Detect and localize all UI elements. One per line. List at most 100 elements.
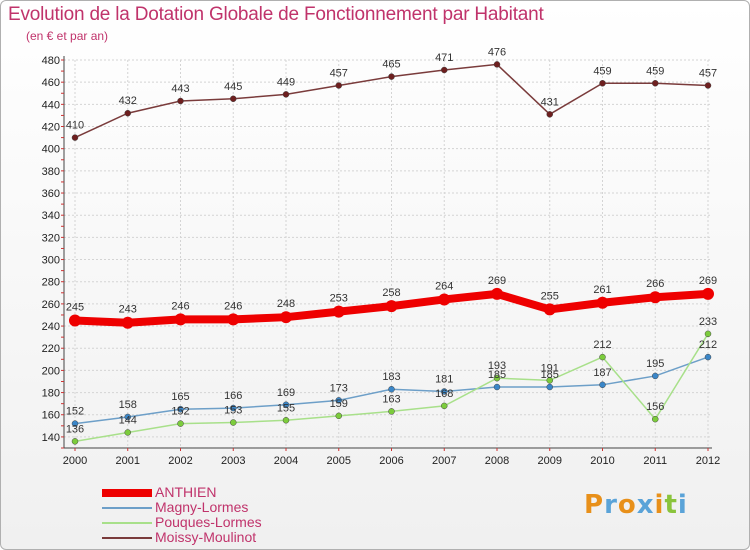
logo-letter: P: [584, 490, 605, 520]
x-tick-label: 2010: [590, 455, 614, 467]
legend-swatch: [102, 506, 152, 509]
data-point-pouques-lormes: [335, 412, 342, 420]
data-point-moissy-moulinot: [493, 61, 501, 68]
data-point-anthien: [174, 313, 187, 326]
x-tick-label: 2012: [696, 455, 720, 467]
data-label-moissy-moulinot: 449: [277, 76, 295, 88]
data-point-pouques-lormes: [230, 419, 237, 426]
data-point-magny-lormes: [71, 420, 79, 427]
data-point-magny-lormes: [493, 383, 501, 391]
legend-label: ANTHIEN: [155, 484, 217, 500]
data-label-pouques-lormes: 233: [699, 316, 717, 328]
y-tick-label: 360: [42, 188, 60, 200]
proxiti-logo: Proxiti: [584, 490, 688, 520]
data-point-pouques-lormes: [388, 408, 395, 415]
data-label-pouques-lormes: 159: [330, 398, 348, 410]
data-label-moissy-moulinot: 431: [541, 96, 559, 108]
data-point-moissy-moulinot: [388, 73, 395, 80]
data-label-moissy-moulinot: 443: [171, 83, 189, 95]
data-point-moissy-moulinot: [335, 82, 342, 89]
logo-letter: i: [677, 490, 688, 520]
data-point-anthien: [385, 300, 398, 313]
data-label-magny-lormes: 166: [224, 390, 242, 402]
data-point-magny-lormes: [599, 381, 606, 389]
data-label-pouques-lormes: 191: [541, 362, 559, 374]
data-label-magny-lormes: 195: [646, 358, 664, 370]
data-label-magny-lormes: 185: [541, 369, 559, 381]
data-label-pouques-lormes: 156: [646, 401, 664, 413]
y-tick-label: 180: [42, 388, 60, 400]
data-label-anthien: 253: [330, 293, 348, 305]
data-point-magny-lormes: [704, 353, 712, 361]
legend-item-magny-lormes: Magny-Lormes: [102, 500, 262, 515]
data-point-pouques-lormes: [704, 330, 712, 338]
data-point-anthien: [121, 316, 134, 329]
data-point-moissy-moulinot: [177, 97, 184, 105]
data-label-magny-lormes: 187: [593, 367, 611, 379]
y-tick-label: 200: [42, 365, 60, 377]
data-point-pouques-lormes: [546, 377, 553, 384]
data-label-moissy-moulinot: 457: [330, 67, 348, 79]
data-point-pouques-lormes: [124, 429, 131, 436]
x-tick-label: 2002: [168, 455, 192, 467]
legend: ANTHIEN Magny-Lormes Pouques-Lormes Moissy-…: [102, 485, 262, 545]
data-point-pouques-lormes: [599, 353, 606, 361]
data-point-pouques-lormes: [493, 374, 501, 382]
logo-letter: r: [604, 490, 618, 520]
data-point-magny-lormes: [335, 397, 342, 404]
data-point-moissy-moulinot: [546, 111, 553, 118]
legend-label: Moissy-Moulinot: [155, 529, 257, 545]
x-tick-label: 2011: [643, 455, 667, 467]
logo-letter: o: [617, 490, 637, 520]
y-tick-label: 220: [42, 343, 60, 355]
data-point-pouques-lormes: [441, 402, 448, 410]
data-label-magny-lormes: 152: [66, 406, 84, 418]
axes: 140 160 180 200 220 240 260 280 300 320 340 360 380 4…: [42, 55, 721, 467]
data-label-moissy-moulinot: 459: [593, 65, 611, 77]
chart-title: Evolution de la Dotation Globale de Fonc…: [8, 4, 544, 25]
data-label-moissy-moulinot: 410: [66, 120, 84, 132]
data-point-anthien: [227, 313, 240, 326]
data-point-anthien: [596, 296, 609, 309]
data-point-magny-lormes: [652, 372, 659, 380]
data-point-moissy-moulinot: [441, 66, 448, 74]
data-label-magny-lormes: 183: [382, 371, 400, 383]
legend-label: Magny-Lormes: [155, 499, 249, 515]
data-label-magny-lormes: 173: [330, 382, 348, 394]
data-label-pouques-lormes: 212: [593, 339, 611, 351]
data-label-magny-lormes: 158: [119, 399, 137, 411]
data-label-moissy-moulinot: 459: [646, 65, 664, 77]
data-label-magny-lormes: 165: [171, 391, 189, 403]
y-tick-label: 400: [42, 144, 60, 156]
x-tick-label: 2007: [432, 455, 456, 467]
data-label-pouques-lormes: 153: [224, 405, 242, 417]
y-tick-label: 300: [42, 255, 60, 267]
data-label-anthien: 269: [699, 275, 717, 287]
data-label-moissy-moulinot: 476: [488, 46, 506, 58]
data-point-magny-lormes: [177, 405, 184, 413]
data-label-moissy-moulinot: 471: [435, 52, 453, 64]
data-label-pouques-lormes: 168: [435, 388, 453, 400]
data-label-anthien: 266: [646, 278, 664, 290]
data-label-moissy-moulinot: 465: [382, 59, 400, 71]
data-label-magny-lormes: 169: [277, 387, 295, 399]
data-point-magny-lormes: [546, 383, 553, 391]
data-label-anthien: 246: [224, 300, 242, 312]
data-point-anthien: [69, 314, 81, 327]
y-tick-label: 440: [42, 99, 60, 111]
legend-item-pouques-lormes: Pouques-Lormes: [102, 515, 262, 530]
x-tick-label: 2000: [63, 455, 87, 467]
data-point-pouques-lormes: [282, 417, 290, 424]
x-tick-label: 2008: [485, 455, 509, 467]
data-label-pouques-lormes: 144: [119, 414, 137, 426]
data-label-anthien: 255: [541, 290, 559, 302]
data-label-anthien: 261: [593, 284, 611, 296]
y-tick-label: 380: [42, 166, 60, 178]
data-label-pouques-lormes: 163: [382, 393, 400, 405]
data-label-moissy-moulinot: 432: [119, 95, 137, 107]
data-label-anthien: 245: [66, 302, 84, 314]
y-tick-label: 420: [42, 122, 60, 134]
y-tick-label: 340: [42, 210, 60, 222]
y-tick-label: 320: [42, 232, 60, 244]
